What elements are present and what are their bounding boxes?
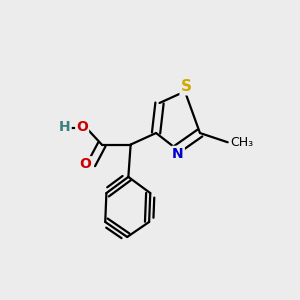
Text: CH₃: CH₃: [230, 136, 253, 149]
Text: S: S: [181, 79, 192, 94]
Text: H: H: [59, 120, 70, 134]
Text: N: N: [172, 147, 184, 161]
Text: O: O: [76, 120, 88, 134]
Text: O: O: [80, 157, 92, 171]
